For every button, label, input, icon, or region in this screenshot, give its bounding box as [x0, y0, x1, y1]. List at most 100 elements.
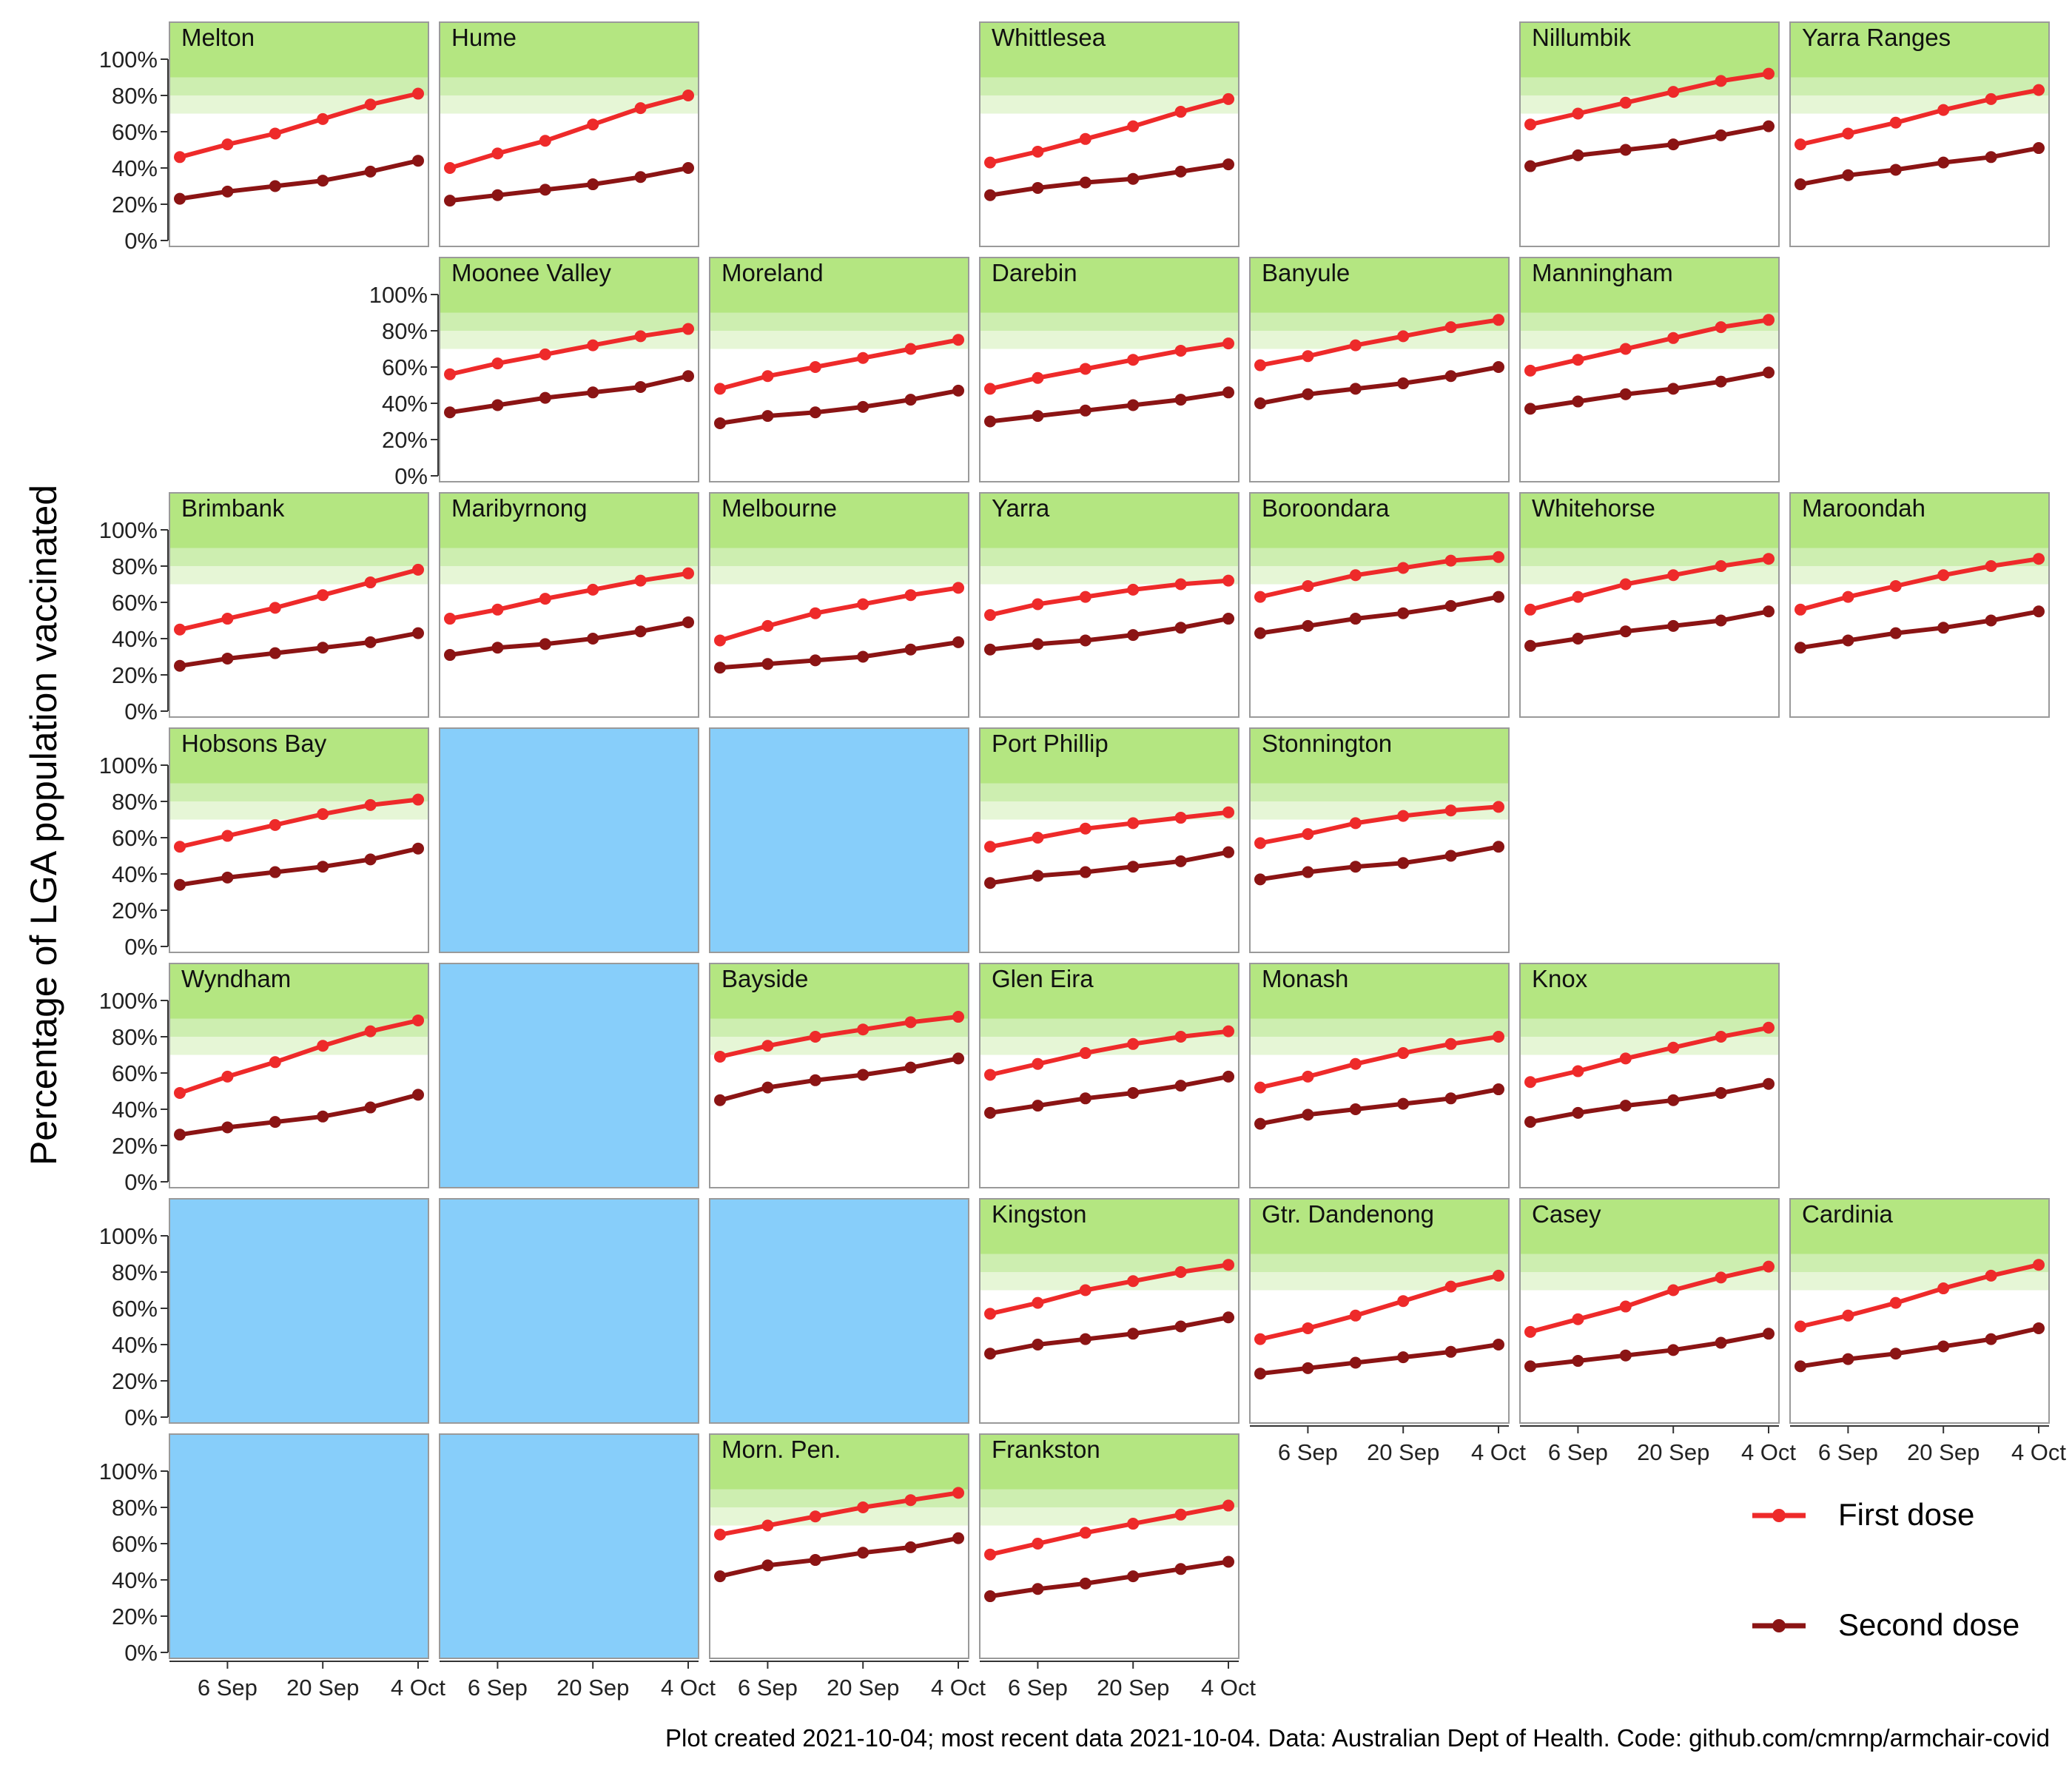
target-band: [1520, 258, 1779, 313]
y-tick-label: 40%: [112, 626, 158, 652]
panel-moreland: Moreland: [709, 257, 969, 482]
second-dose-point: [539, 184, 551, 196]
second-dose-point: [1763, 1077, 1775, 1090]
second-dose-point: [1572, 149, 1584, 161]
target-band: [169, 963, 428, 1019]
second-dose-point: [364, 165, 377, 178]
first-dose-point: [1174, 1266, 1187, 1278]
first-dose-point: [1032, 598, 1044, 610]
y-tick-label: 100%: [99, 753, 158, 778]
target-band: [1250, 312, 1509, 331]
second-dose-line: [719, 1056, 959, 1103]
caption: Plot created 2021-10-04; most recent dat…: [665, 1724, 2050, 1752]
first-dose-point: [221, 138, 234, 151]
second-dose-point: [1444, 599, 1457, 612]
second-dose-point: [412, 1089, 424, 1101]
first-dose-point: [984, 383, 996, 395]
target-band: [440, 258, 699, 313]
panel-border: [979, 1198, 1240, 1424]
second-dose-point: [1619, 625, 1632, 638]
first-dose-point: [1619, 578, 1632, 591]
panel-glen-eira: Glen Eira: [979, 963, 1240, 1188]
second-dose-point: [1842, 169, 1854, 181]
panel-banyule: Banyule: [1249, 257, 1510, 482]
second-dose-point: [634, 171, 647, 184]
target-band: [1520, 493, 1779, 548]
first-dose-point: [1444, 804, 1457, 817]
first-dose-point: [1349, 339, 1362, 352]
second-dose-point: [1572, 1355, 1584, 1368]
second-dose-point: [984, 1590, 996, 1603]
first-dose-point: [1572, 1313, 1584, 1325]
y-tick-label: 60%: [112, 1060, 158, 1086]
target-band: [980, 493, 1239, 548]
first-dose-point: [714, 383, 726, 395]
second-dose-point: [364, 1101, 377, 1114]
first-dose-point: [1349, 1309, 1362, 1322]
panel-manningham: Manningham: [1519, 257, 1780, 482]
target-band: [1250, 566, 1509, 585]
second-dose-point: [1254, 627, 1266, 639]
second-dose-point: [221, 1121, 234, 1134]
x-tick-label: 4 Oct: [391, 1675, 445, 1701]
panel-border: [1519, 1198, 1780, 1424]
first-dose-point: [1667, 332, 1680, 344]
second-dose-point: [2033, 605, 2045, 618]
first-dose-point: [1127, 120, 1140, 132]
y-tick-label: 0%: [124, 699, 158, 724]
first-dose-point: [174, 623, 186, 636]
second-dose-point: [1619, 144, 1632, 156]
panel-title: Moreland: [722, 259, 824, 286]
empty-tile-fill: [709, 727, 969, 953]
empty-tile: [439, 963, 699, 1188]
target-band: [1790, 22, 2049, 78]
y-tick-label: 0%: [124, 934, 158, 960]
first-dose-point: [1937, 104, 1950, 116]
second-dose-point: [1397, 857, 1410, 870]
second-dose-line: [719, 1536, 959, 1579]
x-axis: 6 Sep 20 Sep 4 Oct: [169, 1661, 445, 1701]
panel-border: [169, 727, 429, 953]
first-dose-point: [1763, 67, 1775, 80]
panel-title: Frankston: [992, 1436, 1100, 1463]
first-dose-point: [1302, 579, 1314, 592]
second-dose-point: [1302, 1362, 1314, 1374]
first-dose-point: [2033, 553, 2045, 565]
y-tick-label: 80%: [382, 318, 428, 344]
y-tick-label: 20%: [112, 662, 158, 688]
y-axis-row-4: 0% 20% 40% 60% 80% 100%: [99, 753, 169, 960]
first-dose-line: [719, 585, 959, 643]
panel-border: [1249, 727, 1510, 953]
second-dose-point: [412, 155, 424, 167]
second-dose-point: [1667, 1344, 1680, 1356]
first-dose-point: [809, 1031, 821, 1043]
second-dose-point: [1397, 377, 1410, 390]
second-dose-point: [444, 195, 456, 207]
first-dose-point: [1572, 1065, 1584, 1077]
first-dose-point: [1493, 314, 1504, 326]
first-dose-point: [761, 1040, 774, 1052]
first-dose-line: [719, 1490, 959, 1537]
panel-border: [1519, 963, 1780, 1188]
first-dose-point: [1619, 96, 1632, 109]
first-dose-point: [2033, 84, 2045, 96]
panel-melbourne: Melbourne: [709, 492, 969, 718]
target-band: [169, 22, 428, 78]
x-axis: 6 Sep 20 Sep 4 Oct: [1520, 1425, 1796, 1465]
first-dose-line: [719, 1015, 959, 1059]
x-tick-label: 6 Sep: [198, 1675, 258, 1701]
target-band: [1520, 312, 1779, 331]
x-tick-label: 4 Oct: [1471, 1439, 1526, 1465]
second-dose-point: [491, 399, 504, 411]
target-band: [980, 1434, 1239, 1490]
second-dose-line: [989, 1074, 1229, 1115]
first-dose-point: [1493, 551, 1504, 563]
target-band: [1250, 493, 1509, 548]
first-dose-point: [984, 609, 996, 622]
second-dose-line: [449, 620, 689, 657]
first-dose-point: [1254, 837, 1266, 850]
second-dose-point: [984, 1106, 996, 1119]
second-dose-point: [714, 417, 726, 429]
first-dose-point: [1763, 1260, 1775, 1273]
first-dose-point: [587, 339, 599, 352]
